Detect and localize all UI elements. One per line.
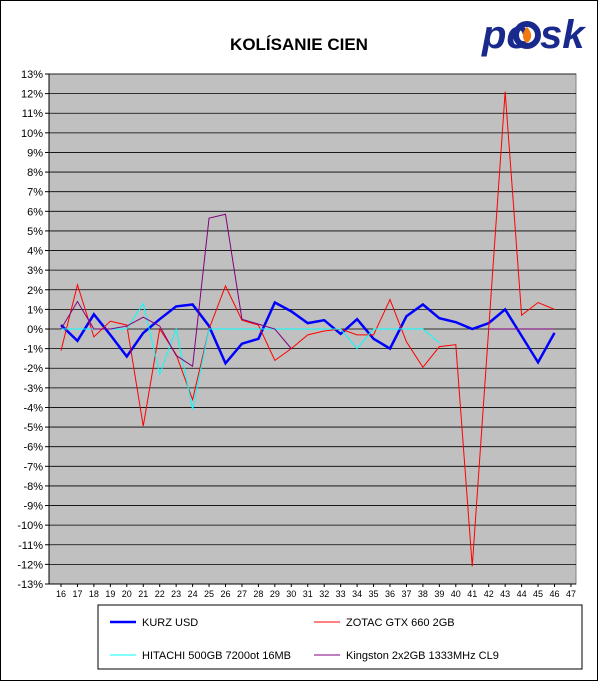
x-tick-label: 19: [105, 589, 115, 599]
x-tick-label: 39: [434, 589, 444, 599]
y-tick-label: -7%: [23, 461, 43, 473]
x-tick-label: 31: [303, 589, 313, 599]
chart-title: KOLÍSANIE CIEN: [230, 35, 368, 54]
y-tick-label: -1%: [23, 344, 43, 356]
legend-label-kurz-usd: KURZ USD: [142, 617, 198, 629]
x-tick-label: 18: [89, 589, 99, 599]
x-tick-label: 40: [451, 589, 461, 599]
x-tick-label: 37: [401, 589, 411, 599]
y-tick-label: 10%: [21, 128, 43, 140]
y-tick-label: -2%: [23, 363, 43, 375]
series-kingston-2x2gb-1333mhz-cl9: [60, 213, 555, 368]
x-tick-label: 35: [369, 589, 379, 599]
x-tick-label: 45: [533, 589, 543, 599]
legend-label-zotac-gtx-660-2gb: ZOTAC GTX 660 2GB: [346, 617, 455, 629]
series-hitachi-500gb-7200ot-16mb: [61, 302, 440, 410]
legend-label-hitachi-500gb-7200ot-16mb: HITACHI 500GB 7200ot 16MB: [142, 650, 291, 662]
legend-box: [97, 604, 583, 670]
x-tick-label: 43: [500, 589, 510, 599]
flame-o-icon: [513, 21, 541, 49]
x-tick-label: 30: [286, 589, 296, 599]
x-tick-label: 29: [270, 589, 280, 599]
x-tick-label: 42: [484, 589, 494, 599]
x-tick-label: 24: [188, 589, 198, 599]
x-tick-label: 26: [220, 589, 230, 599]
y-tick-label: -4%: [23, 402, 43, 414]
x-tick-label: 16: [56, 589, 66, 599]
x-axis: 16 17 18 19 20 21 22 23 24 25 26 27 28 29 30 31 32 33 34 35…: [49, 583, 576, 599]
y-tick-label: -6%: [23, 442, 43, 454]
series-line-hitachi-500gb-7200ot-16mb: [61, 302, 440, 410]
y-tick-label: -13%: [17, 579, 43, 591]
y-tick-label: 11%: [22, 108, 43, 120]
series-zotac-gtx-660-2gb: [60, 91, 555, 567]
x-tick-label: 28: [253, 589, 263, 599]
x-tick-label: 33: [336, 589, 346, 599]
x-tick-label: 25: [204, 589, 214, 599]
pcsk-logo: pc sk: [481, 13, 586, 57]
x-tick-label: 34: [352, 589, 362, 599]
logo-text-pc: pc: [481, 13, 529, 57]
x-tick-label: 21: [138, 589, 148, 599]
y-tick-label: 9%: [27, 147, 43, 159]
y-tick-label: -5%: [23, 422, 43, 434]
y-tick-label: 1%: [27, 304, 43, 316]
series-lines: [60, 91, 556, 567]
x-tick-label: 32: [319, 589, 329, 599]
series-kurz-usd: [60, 300, 556, 366]
y-tick-label: -11%: [18, 540, 43, 552]
legend-label-kingston-2x2gb-1333mhz-cl9: Kingston 2x2GB 1333MHz CL9: [346, 650, 499, 662]
x-tick-label: 38: [418, 589, 428, 599]
y-tick-label: 2%: [27, 285, 43, 297]
x-tick-label: 17: [72, 589, 82, 599]
y-tick-label: 8%: [27, 167, 43, 179]
x-tick-label: 22: [155, 589, 165, 599]
y-tick-label: 0%: [27, 324, 43, 336]
y-tick-label: 3%: [27, 265, 43, 277]
series-line-kurz-usd: [60, 300, 556, 366]
legend: KURZ USD ZOTAC GTX 660 2GB HITACHI 500GB 7…: [97, 604, 583, 670]
y-tick-label: 13%: [21, 69, 43, 81]
x-tick-label: 20: [122, 589, 132, 599]
y-tick-label: 12%: [21, 89, 43, 101]
x-tick-label: 44: [517, 589, 527, 599]
y-tick-label: -12%: [17, 559, 43, 571]
x-tick-label: 27: [237, 589, 247, 599]
logo-text-sk: sk: [540, 13, 586, 57]
x-tick-label: 41: [467, 589, 477, 599]
y-axis: -13% -12% -11% -10% -9% -8% -7% -6% -5% -4% -3% -2%…: [17, 69, 50, 591]
x-tick-label: 47: [566, 589, 576, 599]
y-tick-label: -3%: [23, 383, 43, 395]
y-tick-label: -10%: [17, 520, 43, 532]
y-tick-label: 7%: [27, 187, 43, 199]
y-tick-label: -9%: [23, 501, 43, 513]
x-tick-label: 36: [385, 589, 395, 599]
y-tick-label: -8%: [23, 481, 43, 493]
series-line-kingston-2x2gb-1333mhz-cl9: [60, 213, 292, 368]
series-line-zotac-gtx-660-2gb: [60, 91, 555, 567]
y-tick-label: 4%: [27, 246, 43, 258]
y-tick-label: 5%: [27, 226, 43, 238]
x-tick-label: 46: [549, 589, 559, 599]
x-tick-label: 23: [171, 589, 181, 599]
y-tick-label: 6%: [27, 206, 43, 218]
